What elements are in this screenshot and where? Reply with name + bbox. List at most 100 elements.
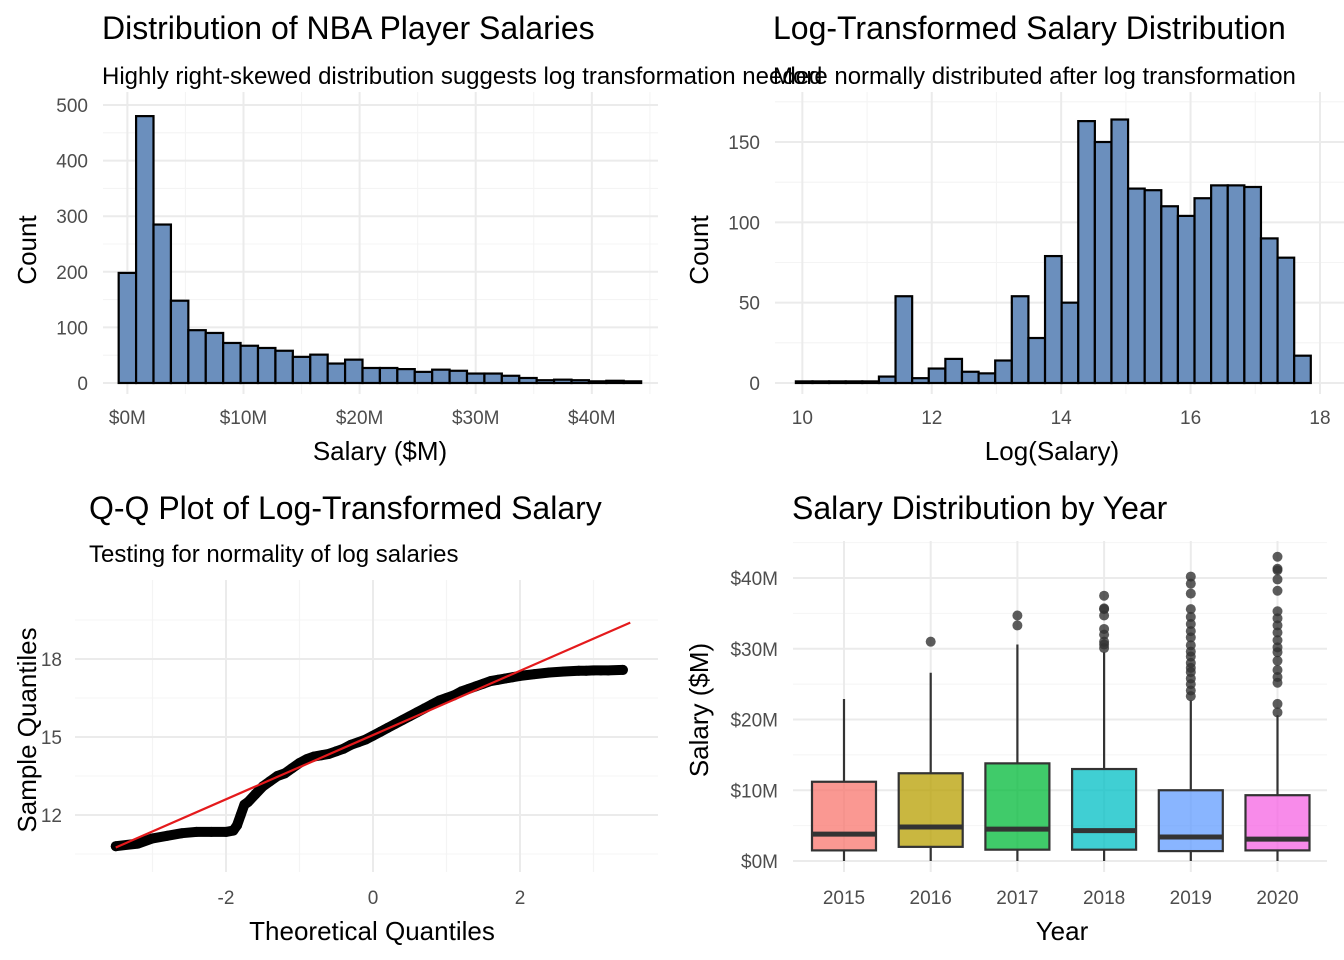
p1-subtitle: Highly right-skewed distribution suggest…: [102, 63, 822, 90]
histogram-bar: [291, 355, 312, 385]
x-tick-label: 2017: [996, 888, 1038, 909]
p1-x-label: Salary ($M): [313, 436, 447, 466]
qq-point: [232, 820, 243, 831]
boxplot-2018: [1070, 590, 1138, 861]
outlier-point: [1272, 635, 1283, 646]
outlier-point: [1272, 664, 1283, 675]
histogram-bar: [361, 366, 382, 385]
p2-bars: [794, 118, 1312, 385]
p1-bars: [117, 115, 643, 385]
outlier-point: [1272, 613, 1283, 624]
qq-point: [544, 667, 555, 678]
outlier-point: [1272, 585, 1283, 596]
y-tick-label: $10M: [730, 781, 778, 802]
histogram-bar: [1160, 205, 1180, 385]
outlier-point: [1272, 642, 1283, 653]
histogram-bar: [1027, 336, 1047, 385]
p1-title: Distribution of NBA Player Salaries: [102, 10, 595, 46]
y-tick-label: 100: [56, 318, 88, 339]
box-iqr: [1070, 767, 1138, 851]
histogram-bar: [1110, 118, 1130, 385]
y-tick-label: 150: [728, 133, 760, 154]
x-tick-label: 2020: [1256, 888, 1298, 909]
x-tick-label: 2019: [1170, 888, 1212, 909]
outlier-point: [1185, 588, 1196, 599]
outlier-point: [925, 636, 936, 647]
histogram-bar: [343, 358, 364, 385]
histogram-bar: [1259, 237, 1279, 385]
histogram-bar: [500, 374, 521, 385]
histogram-bar: [1060, 301, 1080, 385]
histogram-bar: [152, 223, 173, 385]
histogram-bar: [326, 362, 347, 385]
histogram-bar: [378, 366, 399, 385]
p3-y-label: Sample Quantiles: [12, 627, 42, 832]
x-tick-label: 14: [1051, 408, 1073, 429]
histogram-bar: [1010, 295, 1030, 385]
histogram-bar: [134, 115, 155, 385]
qq-point: [250, 789, 261, 800]
qq-point: [147, 833, 158, 844]
qq-point: [617, 664, 628, 675]
y-tick-label: 18: [41, 650, 62, 671]
panel-qq-plot: 12 15 18 -2 0 2 Q-Q Plot of Log-Transformed …: [12, 490, 658, 946]
histogram-bar: [518, 376, 538, 385]
outlier-point: [1272, 707, 1283, 718]
qq-point: [426, 699, 437, 710]
x-tick-label: $20M: [336, 408, 384, 429]
p1-y-label: Count: [12, 215, 42, 285]
histogram-bar: [465, 372, 486, 385]
x-tick-label: -2: [218, 888, 235, 909]
x-tick-label: 12: [921, 408, 942, 429]
box-iqr: [897, 772, 964, 848]
p3-x-ticks: -2 0 2: [218, 888, 526, 909]
p2-y-ticks: 0 50 100 150: [728, 133, 760, 395]
outlier-point: [1272, 698, 1283, 709]
y-tick-label: 0: [77, 374, 88, 395]
x-tick-label: 2015: [823, 888, 865, 909]
outlier-point: [1185, 618, 1196, 629]
histogram-bar: [570, 379, 591, 385]
outlier-point: [1185, 626, 1196, 637]
qq-point: [588, 665, 599, 676]
histogram-bar: [811, 380, 831, 385]
histogram-bar: [844, 380, 864, 385]
p3-subtitle: Testing for normality of log salaries: [89, 541, 459, 568]
outlier-point: [1185, 571, 1196, 582]
p3-y-ticks: 12 15 18: [41, 650, 62, 827]
histogram-bar: [187, 329, 207, 385]
x-tick-label: 0: [368, 888, 379, 909]
p4-x-ticks: 2015 2016 2017 2018 2019 2020: [823, 888, 1299, 909]
x-tick-label: 2: [515, 888, 526, 909]
boxplot-2016: [897, 636, 964, 861]
x-tick-label: 10: [792, 408, 813, 429]
histogram-bar: [1243, 185, 1263, 385]
outlier-point: [1012, 610, 1023, 621]
qq-point: [529, 669, 540, 680]
qq-point: [191, 826, 202, 837]
outlier-point: [1099, 603, 1110, 614]
y-tick-label: 15: [41, 728, 62, 749]
p1-x-ticks: $0M $10M $20M $30M $40M: [109, 408, 616, 429]
histogram-bar: [222, 341, 242, 385]
histogram-bar: [877, 375, 897, 385]
p4-y-label: Salary ($M): [684, 643, 714, 777]
qq-reference-line: [115, 621, 631, 849]
histogram-bar: [1193, 197, 1213, 385]
x-tick-label: $30M: [452, 408, 500, 429]
histogram-bar: [794, 380, 814, 385]
qq-point: [559, 666, 570, 677]
outlier-point: [1272, 620, 1283, 631]
boxplot-2020: [1244, 551, 1311, 861]
x-tick-label: $0M: [109, 408, 146, 429]
qq-point: [110, 841, 121, 852]
y-tick-label: 300: [56, 207, 88, 228]
p4-title: Salary Distribution by Year: [792, 490, 1168, 526]
box-iqr: [810, 780, 878, 852]
histogram-bar: [413, 370, 434, 385]
histogram-bar: [894, 295, 914, 385]
outlier-point: [1185, 640, 1196, 651]
qq-point: [162, 830, 173, 841]
qq-point: [603, 665, 614, 676]
histogram-bar: [1077, 120, 1096, 385]
